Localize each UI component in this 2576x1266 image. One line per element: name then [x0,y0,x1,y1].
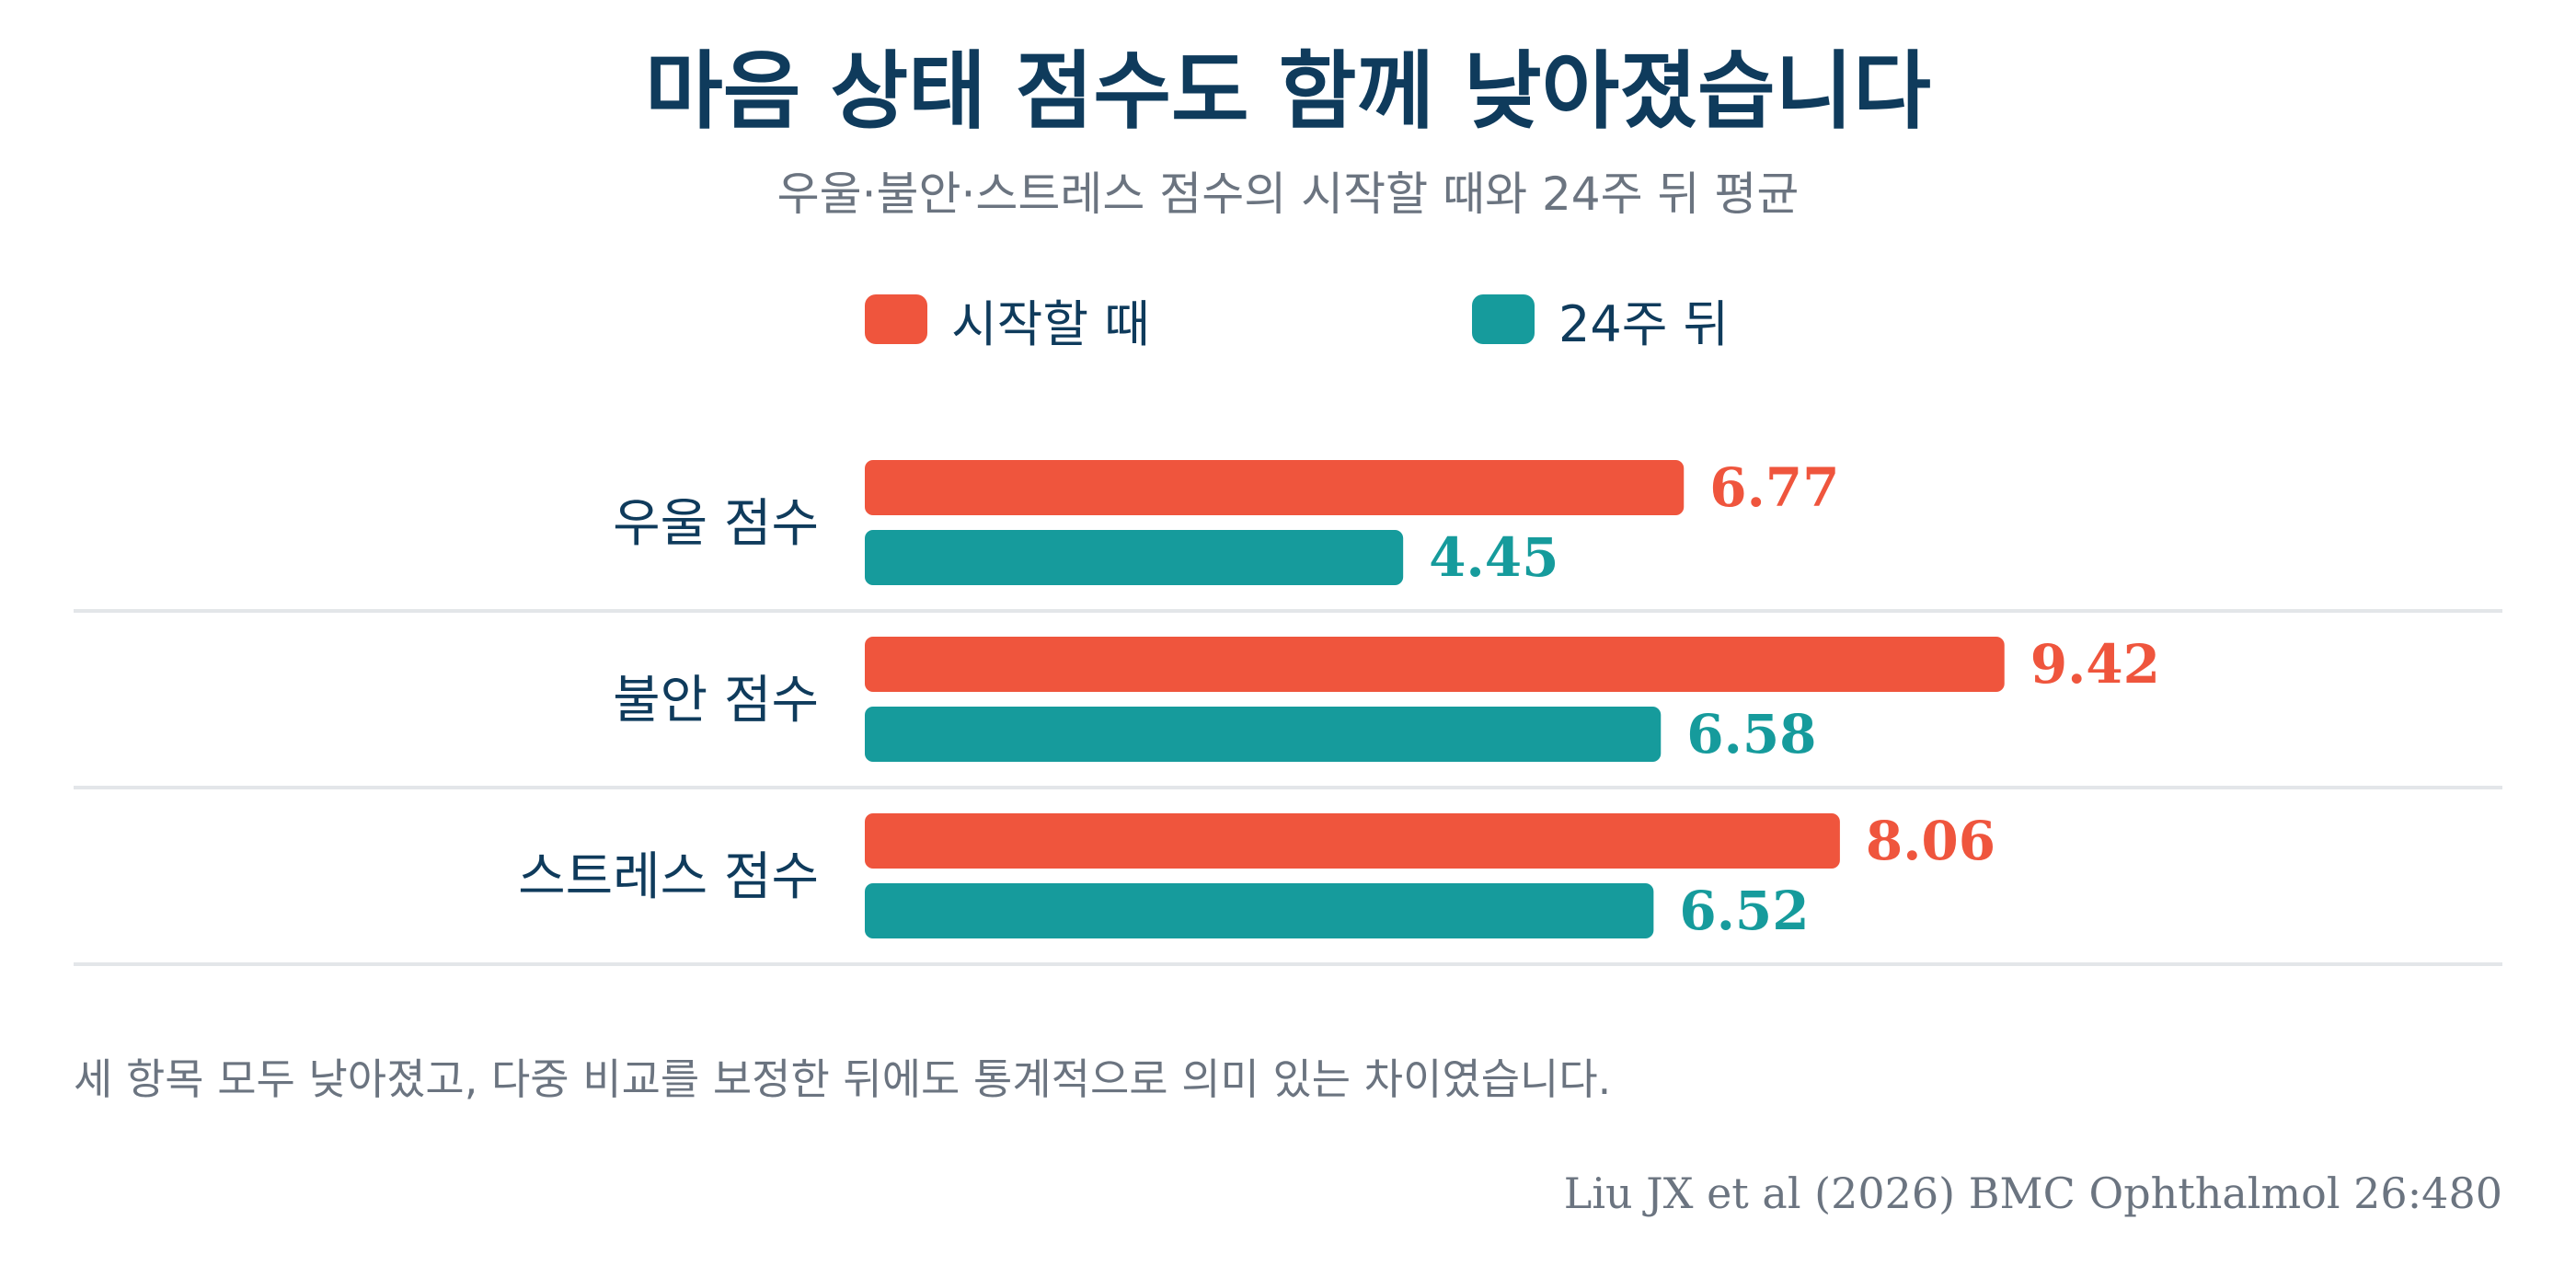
value-label: 4.45 [1429,526,1558,589]
category-label: 불안 점수 [613,671,819,731]
bar-baseline [865,813,1840,869]
legend-swatch-baseline [865,294,927,344]
bar-baseline [865,637,2005,692]
legend-label-baseline: 시작할 때 [951,294,1150,353]
legend-item-week24: 24주 뒤 [1472,287,1729,353]
legend-swatch-week24 [1472,294,1535,344]
chart-subtitle: 우울·불안·스트레스 점수의 시작할 때와 24주 뒤 평균 [776,167,1800,221]
value-label: 6.58 [1686,703,1816,765]
legend-label-week24: 24주 뒤 [1558,294,1730,353]
value-label: 6.52 [1679,880,1809,942]
bar-week24 [865,883,1654,938]
value-label: 8.06 [1866,810,1995,872]
bar-week24 [865,707,1662,762]
bar-baseline [865,460,1685,515]
value-label: 6.77 [1709,456,1839,519]
footnote: 세 항목 모두 낮아졌고, 다중 비교를 보정한 뒤에도 통계적으로 의미 있는… [74,1054,1612,1104]
bar-week24 [865,530,1404,585]
legend-item-baseline: 시작할 때 [865,287,1150,353]
source-citation: Liu JX et al (2026) BMC Ophthalmol 26:48… [1563,1168,2502,1218]
value-label: 9.42 [2030,633,2160,696]
category-label: 스트레스 점수 [518,847,819,907]
category-label: 우울 점수 [613,494,819,554]
chart-title: 마음 상태 점수도 함께 낮아졌습니다 [645,42,1931,141]
